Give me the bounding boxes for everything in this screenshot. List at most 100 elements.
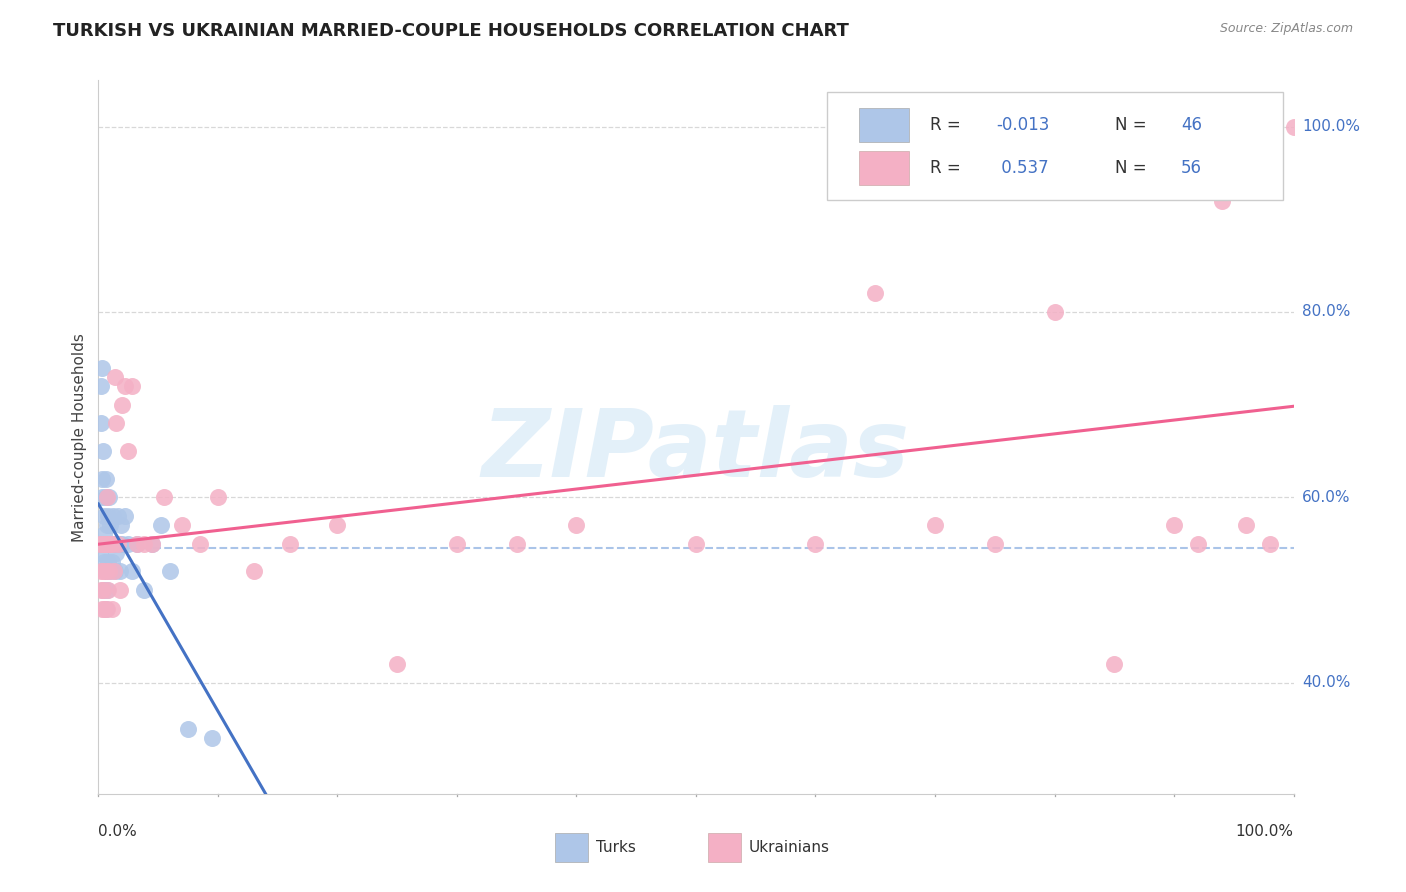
Point — [97, 582, 120, 597]
Point — [91, 536, 114, 550]
Point — [90, 582, 112, 597]
Point — [984, 536, 1007, 550]
Text: 100.0%: 100.0% — [1302, 120, 1360, 134]
FancyBboxPatch shape — [859, 151, 908, 186]
FancyBboxPatch shape — [859, 108, 908, 143]
Point — [117, 536, 139, 550]
Point — [924, 518, 946, 533]
Point — [96, 582, 118, 597]
Point — [90, 379, 112, 393]
Point — [104, 369, 127, 384]
Point — [101, 508, 124, 523]
Point — [446, 536, 468, 550]
Point — [121, 565, 143, 579]
Text: Turks: Turks — [596, 840, 636, 855]
Point — [93, 536, 115, 550]
Point — [804, 536, 827, 550]
Point — [96, 601, 118, 615]
Point — [91, 491, 114, 505]
Point — [98, 491, 121, 505]
Point — [93, 555, 115, 569]
Text: R =: R = — [931, 159, 966, 177]
FancyBboxPatch shape — [709, 833, 741, 862]
FancyBboxPatch shape — [827, 93, 1282, 200]
Point — [159, 565, 181, 579]
Point — [89, 536, 111, 550]
Point — [94, 491, 117, 505]
Point — [207, 491, 229, 505]
Point — [98, 518, 122, 533]
Point — [91, 360, 114, 375]
Point — [1104, 657, 1126, 672]
Point — [132, 536, 155, 550]
Text: 0.537: 0.537 — [995, 159, 1049, 177]
Point — [100, 536, 122, 550]
Point — [98, 565, 121, 579]
Point — [385, 657, 409, 672]
Text: 56: 56 — [1181, 159, 1202, 177]
Point — [91, 565, 114, 579]
Point — [132, 582, 155, 597]
Point — [117, 444, 139, 458]
Point — [89, 546, 111, 560]
Point — [243, 565, 266, 579]
Point — [188, 536, 211, 550]
Point — [111, 398, 134, 412]
Text: 80.0%: 80.0% — [1302, 304, 1350, 319]
Point — [91, 601, 114, 615]
Text: N =: N = — [1115, 159, 1153, 177]
Text: 100.0%: 100.0% — [1236, 824, 1294, 839]
Text: ZIPatlas: ZIPatlas — [482, 405, 910, 498]
Point — [114, 508, 136, 523]
Point — [685, 536, 707, 550]
Point — [91, 472, 114, 486]
Point — [104, 565, 127, 579]
Text: N =: N = — [1115, 116, 1153, 134]
Point — [172, 518, 194, 533]
Text: TURKISH VS UKRAINIAN MARRIED-COUPLE HOUSEHOLDS CORRELATION CHART: TURKISH VS UKRAINIAN MARRIED-COUPLE HOUS… — [53, 22, 849, 40]
Point — [98, 565, 122, 579]
Point — [97, 536, 120, 550]
Point — [96, 536, 118, 550]
Point — [125, 536, 148, 550]
Point — [105, 546, 128, 560]
Point — [94, 565, 117, 579]
Point — [90, 416, 112, 430]
Text: 46: 46 — [1181, 116, 1202, 134]
Point — [111, 536, 134, 550]
Point — [96, 518, 118, 533]
Point — [326, 518, 349, 533]
Point — [1163, 518, 1185, 533]
Point — [108, 582, 131, 597]
Point — [98, 536, 121, 550]
Point — [110, 518, 132, 533]
Point — [865, 286, 887, 301]
Point — [91, 444, 114, 458]
Text: -0.013: -0.013 — [995, 116, 1049, 134]
Point — [177, 722, 200, 736]
Point — [121, 379, 143, 393]
Y-axis label: Married-couple Households: Married-couple Households — [72, 333, 87, 541]
Point — [98, 536, 122, 550]
Text: R =: R = — [931, 116, 966, 134]
Point — [105, 416, 128, 430]
Point — [1139, 120, 1161, 134]
Point — [93, 601, 115, 615]
Point — [94, 536, 117, 550]
Point — [107, 536, 129, 550]
Point — [94, 472, 117, 486]
Point — [1282, 120, 1305, 134]
Point — [93, 508, 115, 523]
Point — [1043, 305, 1066, 319]
Point — [1234, 518, 1257, 533]
Point — [278, 536, 301, 550]
Text: Source: ZipAtlas.com: Source: ZipAtlas.com — [1219, 22, 1353, 36]
Point — [103, 536, 125, 550]
Point — [1187, 536, 1209, 550]
Point — [97, 555, 120, 569]
Point — [565, 518, 588, 533]
Point — [153, 491, 176, 505]
Point — [91, 582, 114, 597]
Point — [103, 565, 125, 579]
Point — [125, 536, 148, 550]
